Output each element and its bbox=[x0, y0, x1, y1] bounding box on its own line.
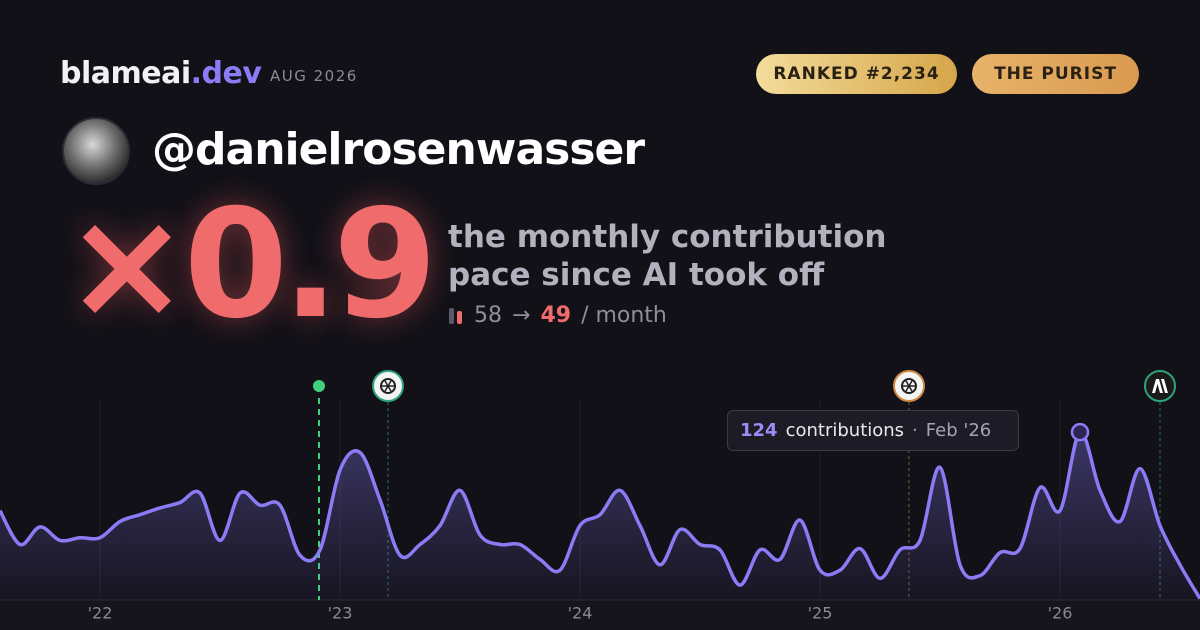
x-tick-label: '24 bbox=[568, 604, 593, 623]
tooltip-value: 124 bbox=[740, 420, 778, 441]
description: pace since AI took off bbox=[448, 257, 825, 293]
x-tick-label: '26 bbox=[1048, 604, 1073, 623]
line bbox=[0, 430, 1200, 600]
tooltip-separator: · bbox=[912, 420, 918, 441]
event-icon bbox=[1144, 370, 1176, 402]
after: 49 bbox=[540, 303, 572, 328]
event-icon bbox=[372, 370, 404, 402]
axis-band bbox=[0, 600, 1200, 630]
x-tick-label: '23 bbox=[328, 604, 353, 623]
avatar bbox=[62, 117, 130, 185]
date: AUG 2026 bbox=[270, 67, 358, 85]
tooltip-date: Feb '26 bbox=[925, 420, 992, 441]
before: 58 bbox=[474, 303, 502, 328]
brand-tld: .dev bbox=[190, 56, 262, 91]
event-icon bbox=[893, 370, 925, 402]
rank-badge: RANKED #2,234 bbox=[756, 54, 957, 94]
multiplier: ×0.9 bbox=[64, 178, 437, 352]
unit: / month bbox=[581, 303, 667, 328]
persona-badge: THE PURIST bbox=[972, 54, 1139, 94]
arrow: → bbox=[512, 303, 531, 328]
stats: 58 → 49 / month bbox=[448, 303, 667, 328]
tooltip-label: contributions bbox=[785, 420, 905, 441]
event-dot bbox=[313, 380, 325, 392]
brand: blameai.dev bbox=[60, 56, 262, 91]
tooltip: 124 contributions · Feb '26 bbox=[727, 410, 1019, 451]
x-tick-label: '22 bbox=[88, 604, 113, 623]
handle: @danielrosenwasser bbox=[152, 124, 645, 175]
brand-name: blameai bbox=[60, 56, 191, 91]
stats-icon bbox=[449, 307, 462, 324]
x-tick-label: '25 bbox=[808, 604, 833, 623]
highlight-point bbox=[1070, 422, 1090, 442]
description: the monthly contribution bbox=[448, 219, 887, 255]
